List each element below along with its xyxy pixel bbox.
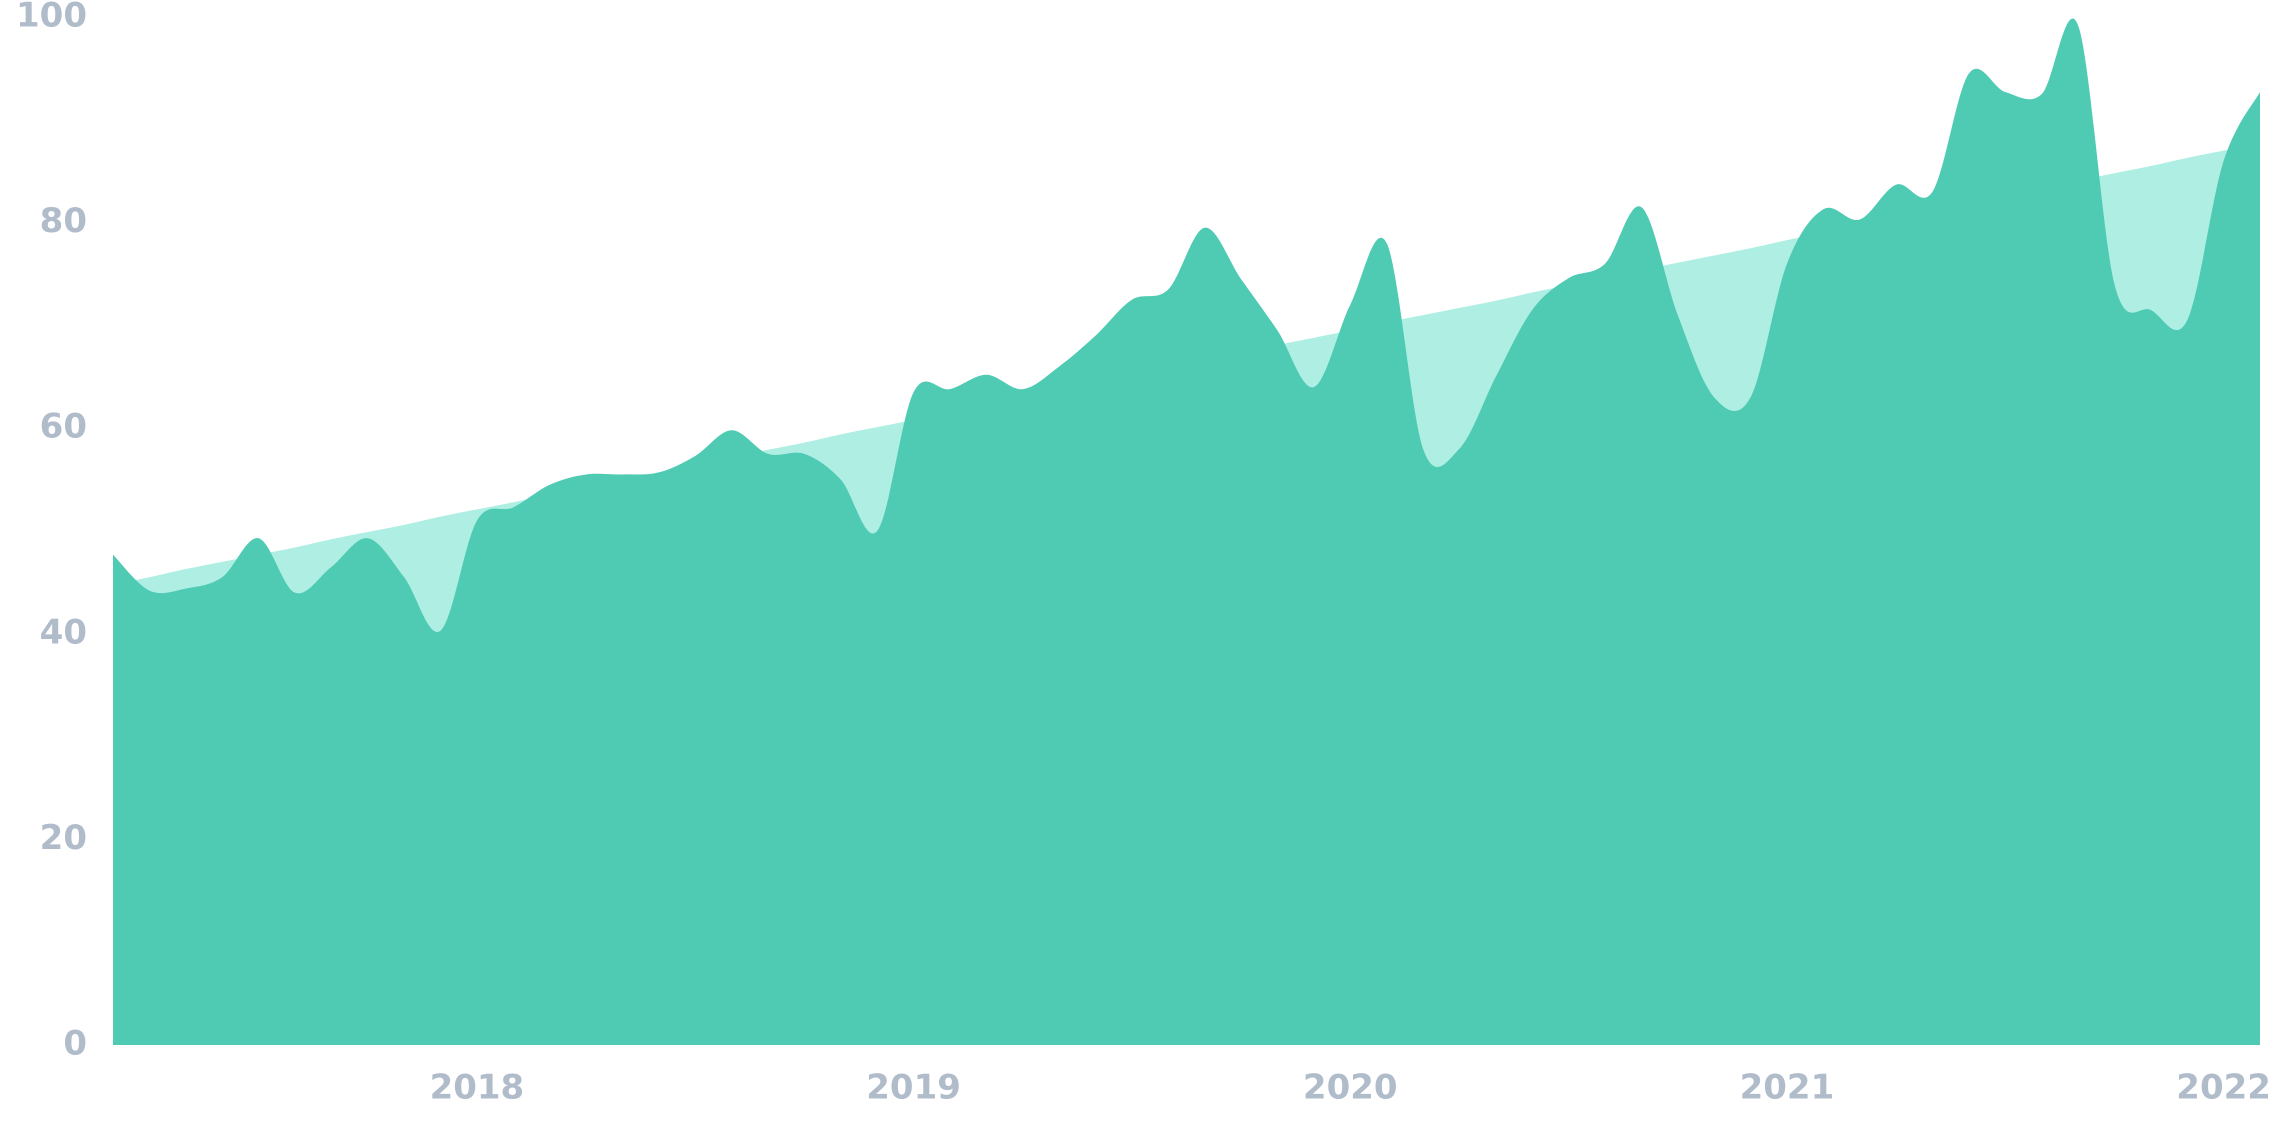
y-tick-label: 0 bbox=[63, 1024, 87, 1064]
y-tick-label: 80 bbox=[40, 201, 87, 241]
x-tick-label: 2019 bbox=[866, 1068, 961, 1108]
y-tick-label: 60 bbox=[40, 407, 87, 447]
x-tick-label: 2020 bbox=[1303, 1068, 1398, 1108]
y-tick-label: 100 bbox=[16, 0, 87, 36]
x-tick-label: 2018 bbox=[430, 1068, 525, 1108]
area bbox=[113, 18, 2260, 1046]
x-tick-label: 2021 bbox=[1740, 1068, 1835, 1108]
y-tick-label: 20 bbox=[40, 818, 87, 858]
x-tick-label: 2022 bbox=[2176, 1068, 2271, 1108]
y-tick-label: 40 bbox=[40, 612, 87, 652]
